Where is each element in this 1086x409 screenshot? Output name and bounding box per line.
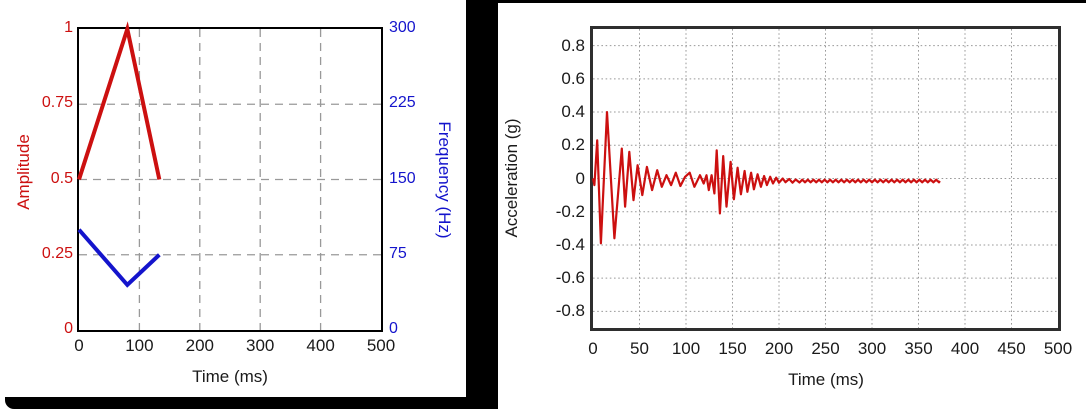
right-x-tick-label: 250	[811, 339, 840, 358]
left-time-axis-title: Time (ms)	[192, 367, 268, 386]
right-x-tick-label: 350	[904, 339, 933, 358]
acceleration-tick-label: 0	[575, 168, 585, 188]
amplitude-tick-label: 0	[64, 320, 73, 337]
amplitude-tick-label: 1	[64, 19, 73, 36]
right-time-axis-title: Time (ms)	[788, 370, 864, 389]
right-x-tick-label: 200	[764, 339, 794, 358]
sweep-plot-area	[77, 27, 383, 332]
left-x-tick-label: 100	[125, 336, 154, 355]
acceleration-tick-label: 0.6	[561, 68, 585, 88]
acceleration-tick-label: -0.8	[555, 301, 585, 321]
amplitude-tick-label: 0.75	[41, 94, 73, 112]
right-x-tick-label: 300	[857, 339, 887, 358]
left-x-tick-label: 500	[366, 336, 396, 355]
right-x-tick-label: 400	[950, 339, 980, 358]
acceleration-tick-label: -0.4	[555, 234, 585, 254]
acceleration-tick-label: 0.2	[561, 135, 585, 155]
right-x-tick-label: 0	[588, 339, 598, 358]
left-x-tick-label: 200	[185, 336, 214, 355]
black-bottom-bar	[5, 397, 498, 409]
right-x-tick-label: 450	[997, 339, 1026, 358]
amplitude-tick-label: 0.5	[50, 169, 73, 187]
acceleration-tick-label: 0.4	[561, 102, 585, 122]
acceleration-tick-label: 0.8	[561, 35, 585, 55]
frequency-tick-label: 300	[389, 19, 416, 36]
right-x-tick-label: 500	[1043, 339, 1073, 358]
acceleration-axis-title: Acceleration (g)	[502, 118, 521, 238]
black-top-line	[466, 0, 1086, 3]
left-x-tick-label: 400	[306, 336, 335, 355]
acceleration-tick-label: -0.6	[555, 268, 585, 288]
frequency-axis-title: Frequency (Hz)	[435, 121, 454, 239]
right-x-tick-label: 150	[718, 339, 747, 358]
acceleration-plot-area	[590, 26, 1061, 331]
right-x-tick-label: 50	[630, 339, 649, 358]
black-divider-bar	[466, 0, 498, 409]
right-x-tick-label: 100	[671, 339, 701, 358]
frequency-tick-label: 75	[389, 244, 407, 262]
frequency-tick-label: 150	[389, 169, 416, 187]
left-x-tick-label: 300	[246, 336, 275, 355]
amplitude-tick-label: 0.25	[41, 244, 73, 262]
acceleration-tick-label: -0.2	[555, 201, 585, 221]
amplitude-axis-title: Amplitude	[14, 134, 33, 210]
frequency-tick-label: 0	[389, 320, 398, 337]
left-x-tick-label: 0	[74, 336, 84, 355]
frequency-tick-label: 225	[389, 94, 416, 112]
